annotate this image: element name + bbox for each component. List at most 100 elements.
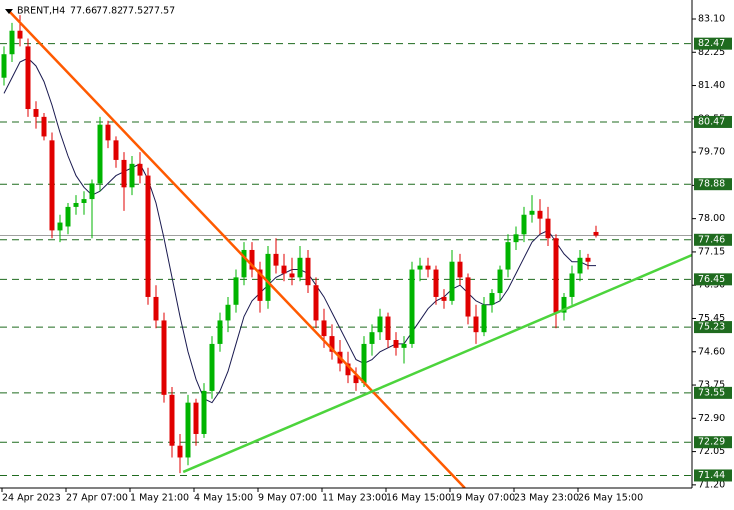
y-tick-label: 83.10 — [698, 13, 725, 24]
candle-body — [49, 140, 55, 231]
candle-body — [321, 320, 327, 337]
level-label: 80.47 — [698, 116, 725, 127]
candle-body — [33, 109, 39, 117]
candle-body — [17, 30, 23, 39]
level-label-bg — [694, 469, 732, 482]
x-tick-label: 11 May 23:00 — [322, 493, 387, 504]
candle-body — [393, 340, 399, 348]
x-tick-label: 23 May 23:00 — [514, 493, 579, 504]
y-tick-label: 82.25 — [698, 47, 725, 58]
candle-body — [441, 296, 447, 301]
y-tick-label: 74.60 — [698, 346, 725, 357]
y-tick-label: 75.45 — [698, 313, 725, 324]
candle-body — [81, 199, 87, 203]
candle-body — [129, 163, 135, 188]
y-tick-label: 77.15 — [698, 246, 725, 257]
candle-body — [65, 206, 71, 227]
y-tick-label: 72.90 — [698, 413, 725, 424]
level-label: 78.88 — [698, 179, 725, 190]
candle-body — [361, 343, 367, 384]
candle-body — [161, 320, 167, 395]
candle-body — [585, 257, 591, 262]
trend-line — [7, 9, 466, 488]
candle-body — [425, 265, 431, 270]
candle-body — [105, 124, 111, 141]
x-tick-label: 4 May 15:00 — [194, 493, 253, 504]
x-tick-label: 1 May 21:00 — [130, 493, 189, 504]
candle-body — [593, 231, 599, 236]
candle-body — [385, 316, 391, 341]
candle-body — [473, 316, 479, 333]
candle-body — [281, 265, 287, 274]
level-label: 82.47 — [698, 38, 725, 49]
symbol: BRENT,H4 — [17, 6, 65, 17]
candle-body — [417, 265, 423, 270]
level-label-bg — [694, 115, 732, 128]
candle-body — [57, 222, 63, 231]
candle-body — [241, 249, 247, 278]
candle-body — [545, 218, 551, 239]
candle-body — [257, 269, 263, 301]
candle-body — [537, 210, 543, 219]
x-tick-label: 9 May 07:00 — [258, 493, 317, 504]
candle-body — [409, 269, 415, 344]
candle-body — [305, 257, 311, 286]
x-tick-label: 24 Apr 2023 — [2, 493, 61, 504]
y-tick-label: 79.70 — [698, 147, 725, 158]
high: 77.82 — [96, 6, 123, 17]
candle-body — [1, 54, 7, 78]
candle-body — [481, 304, 487, 333]
level-label-bg — [694, 273, 732, 286]
candle-body — [265, 253, 271, 301]
candle-body — [185, 402, 191, 458]
candle-body — [401, 343, 407, 348]
candle-body — [353, 375, 359, 384]
candle-body — [465, 277, 471, 317]
candle-body — [201, 390, 207, 434]
candle-body — [297, 257, 303, 278]
x-tick-label: 19 May 07:00 — [450, 493, 515, 504]
candle-body — [225, 304, 231, 321]
candle-body — [561, 296, 567, 313]
candle-body — [137, 163, 143, 176]
y-tick-label: 81.40 — [698, 80, 725, 91]
candle-body — [577, 257, 583, 274]
candle-body — [193, 402, 199, 434]
candle-body — [169, 394, 175, 446]
candle-body — [9, 30, 15, 55]
level-label: 75.23 — [698, 322, 725, 333]
level-label: 77.46 — [698, 234, 725, 245]
trend-line — [182, 253, 692, 474]
candle-body — [25, 46, 31, 110]
candle-body — [97, 124, 103, 184]
level-label: 72.29 — [698, 437, 725, 448]
candle-body — [529, 210, 535, 215]
candle-body — [233, 277, 239, 305]
candle-body — [569, 273, 575, 297]
candle-body — [273, 253, 279, 266]
level-label: 76.45 — [698, 274, 725, 285]
candle-body — [217, 320, 223, 344]
menu-arrow[interactable] — [5, 9, 13, 14]
candle-body — [113, 140, 119, 160]
x-tick-label: 26 May 15:00 — [578, 493, 643, 504]
candle-body — [153, 296, 159, 321]
level-label-bg — [694, 436, 732, 449]
candle-body — [505, 242, 511, 270]
candle-body — [497, 269, 503, 294]
candle-body — [249, 249, 255, 270]
level-label-bg — [694, 178, 732, 191]
plot-area — [0, 9, 692, 488]
x-tick-label: 16 May 15:00 — [386, 493, 451, 504]
candle-body — [521, 214, 527, 235]
level-label: 73.55 — [698, 387, 725, 398]
close: 77.57 — [148, 6, 175, 17]
candle-body — [377, 316, 383, 333]
y-tick-label: 72.05 — [698, 446, 725, 457]
candle-body — [145, 175, 151, 297]
candle-body — [449, 261, 455, 301]
level-label: 71.44 — [698, 470, 725, 481]
candle-body — [369, 332, 375, 344]
